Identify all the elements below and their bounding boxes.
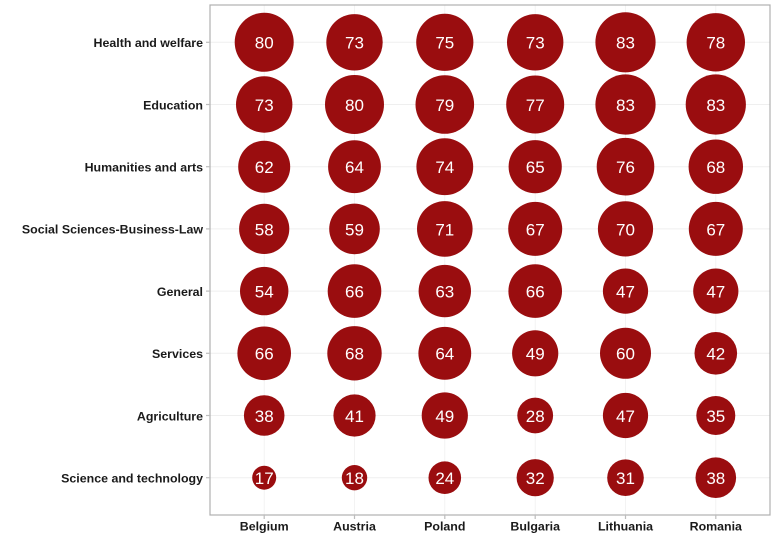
svg-text:70: 70 — [616, 220, 635, 239]
svg-text:49: 49 — [435, 407, 454, 426]
svg-text:83: 83 — [616, 34, 635, 53]
svg-text:68: 68 — [345, 345, 364, 364]
svg-text:79: 79 — [435, 96, 454, 115]
svg-text:28: 28 — [526, 407, 545, 426]
svg-text:18: 18 — [345, 469, 364, 488]
svg-text:Austria: Austria — [333, 520, 376, 534]
svg-text:Bulgaria: Bulgaria — [510, 520, 560, 534]
svg-text:64: 64 — [435, 345, 454, 364]
svg-text:80: 80 — [345, 96, 364, 115]
svg-text:Science and technology: Science and technology — [61, 472, 203, 486]
svg-text:47: 47 — [616, 283, 635, 302]
svg-text:38: 38 — [706, 469, 725, 488]
svg-text:74: 74 — [435, 158, 454, 177]
svg-text:58: 58 — [255, 220, 274, 239]
svg-text:71: 71 — [435, 220, 454, 239]
svg-text:Health and welfare: Health and welfare — [94, 36, 204, 50]
svg-text:54: 54 — [255, 283, 274, 302]
svg-text:47: 47 — [616, 407, 635, 426]
svg-text:76: 76 — [616, 158, 635, 177]
svg-text:General: General — [157, 285, 203, 299]
svg-text:64: 64 — [345, 158, 364, 177]
svg-text:49: 49 — [526, 345, 545, 364]
svg-text:47: 47 — [706, 283, 725, 302]
svg-text:Social Sciences-Business-Law: Social Sciences-Business-Law — [22, 223, 203, 237]
svg-text:77: 77 — [526, 96, 545, 115]
svg-text:17: 17 — [255, 469, 274, 488]
svg-text:32: 32 — [526, 469, 545, 488]
svg-text:Services: Services — [152, 347, 203, 361]
svg-text:24: 24 — [435, 469, 454, 488]
svg-text:62: 62 — [255, 158, 274, 177]
svg-text:41: 41 — [345, 407, 364, 426]
svg-text:42: 42 — [706, 345, 725, 364]
svg-text:Romania: Romania — [690, 520, 742, 534]
svg-text:65: 65 — [526, 158, 545, 177]
svg-text:66: 66 — [526, 283, 545, 302]
svg-text:80: 80 — [255, 34, 274, 53]
svg-text:75: 75 — [435, 34, 454, 53]
svg-text:83: 83 — [706, 96, 725, 115]
svg-text:67: 67 — [526, 220, 545, 239]
svg-text:31: 31 — [616, 469, 635, 488]
svg-text:68: 68 — [706, 158, 725, 177]
svg-text:66: 66 — [255, 345, 274, 364]
svg-text:Humanities and arts: Humanities and arts — [85, 161, 204, 175]
svg-text:73: 73 — [345, 34, 364, 53]
svg-text:67: 67 — [706, 220, 725, 239]
svg-text:73: 73 — [255, 96, 274, 115]
svg-text:78: 78 — [706, 34, 725, 53]
svg-text:73: 73 — [526, 34, 545, 53]
svg-text:66: 66 — [345, 283, 364, 302]
svg-text:Poland: Poland — [424, 520, 465, 534]
svg-text:60: 60 — [616, 345, 635, 364]
svg-text:35: 35 — [706, 407, 725, 426]
svg-text:Agriculture: Agriculture — [137, 409, 203, 423]
svg-text:Education: Education — [143, 98, 203, 112]
svg-text:63: 63 — [435, 283, 454, 302]
svg-text:83: 83 — [616, 96, 635, 115]
svg-text:Lithuania: Lithuania — [598, 520, 653, 534]
svg-text:59: 59 — [345, 220, 364, 239]
svg-text:Belgium: Belgium — [240, 520, 289, 534]
svg-text:38: 38 — [255, 407, 274, 426]
